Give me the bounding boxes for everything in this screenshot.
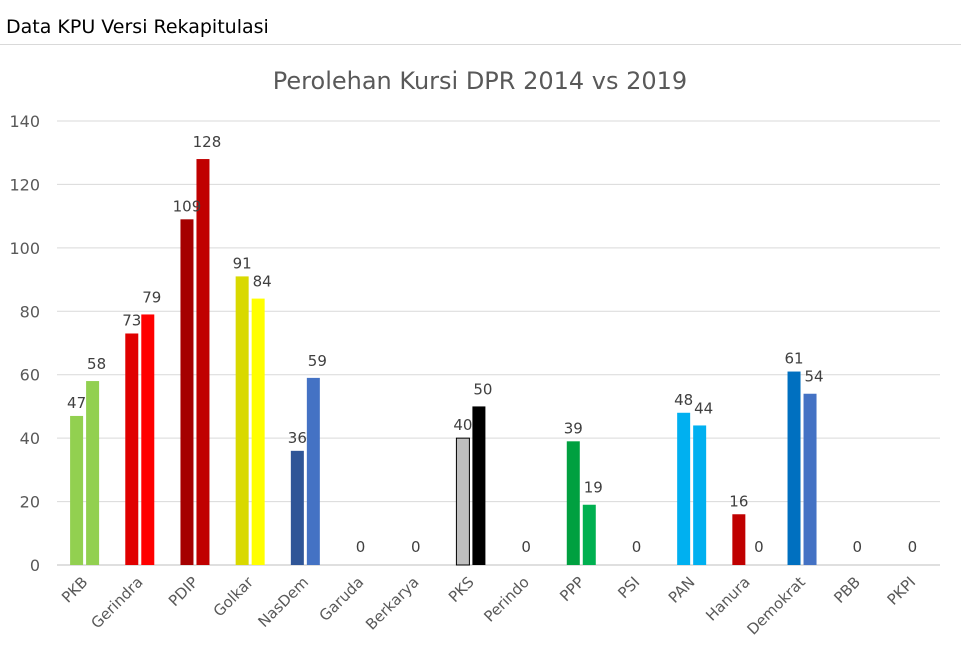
x-tick-label: Gerindra — [88, 573, 147, 632]
x-tick-label: PPP — [556, 573, 588, 605]
data-label-2019-demokrat: 54 — [804, 368, 823, 386]
y-tick-label: 100 — [9, 239, 40, 258]
chart-title: Perolehan Kursi DPR 2014 vs 2019 — [273, 67, 687, 95]
bar-2019-gerindra — [141, 314, 155, 565]
data-label-2014-gerindra: 73 — [122, 311, 141, 329]
bar-2019-ppp — [582, 504, 596, 565]
y-tick-label: 80 — [20, 302, 40, 321]
data-label-2019-pkpi: 0 — [908, 538, 918, 556]
x-tick-label: Garuda — [316, 573, 368, 625]
bar-2014-pan — [677, 412, 691, 565]
data-label-2019-nasdem: 59 — [308, 352, 327, 370]
y-tick-label: 120 — [9, 175, 40, 194]
x-tick-label: PSI — [614, 573, 643, 602]
bar-2014-demokrat — [787, 371, 801, 565]
data-label-2019-psi: 0 — [632, 538, 642, 556]
bar-2014-golkar — [235, 276, 249, 565]
bar-2019-pdip — [196, 159, 210, 566]
y-tick-label: 60 — [20, 366, 40, 385]
x-tick-label: PKS — [445, 573, 478, 606]
data-label-2014-ppp: 39 — [564, 419, 583, 437]
data-label-2014-pan: 48 — [674, 391, 693, 409]
y-tick-label: 20 — [20, 493, 40, 512]
bar-2019-demokrat — [803, 393, 817, 565]
bar-2014-pdip — [180, 219, 194, 566]
data-label-2014-golkar: 91 — [233, 254, 252, 272]
bar-chart: Perolehan Kursi DPR 2014 vs 2019 0 20 40 60… — [9, 67, 940, 639]
x-tick-label: PAN — [665, 573, 699, 607]
x-tick-label: PKPI — [884, 573, 920, 609]
data-label-2014-pks: 40 — [453, 416, 472, 434]
sheet-header: Data KPU Versi Rekapitulasi — [0, 0, 961, 45]
data-label-2019-berkarya: 0 — [411, 538, 421, 556]
data-label-2019-hanura: 0 — [754, 538, 764, 556]
bar-2019-pkb — [86, 381, 100, 565]
y-axis-ticks: 0 20 40 60 80 100 120 140 — [9, 112, 40, 575]
bar-2019-nasdem — [306, 377, 320, 565]
data-label-2014-hanura: 16 — [729, 492, 748, 510]
bar-2014-ppp — [566, 441, 580, 565]
y-tick-label: 40 — [20, 429, 40, 448]
bar-2014-hanura — [732, 514, 746, 565]
x-tick-label: Demokrat — [743, 573, 808, 638]
data-label-2019-pks: 50 — [473, 380, 492, 398]
bar-2019-golkar — [251, 298, 265, 565]
x-tick-label: PDIP — [165, 573, 202, 610]
x-tick-label: PKB — [58, 573, 91, 606]
bar-2019-pks — [472, 406, 486, 565]
y-tick-label: 140 — [9, 112, 40, 131]
data-label-2019-ppp: 19 — [584, 479, 603, 497]
data-label-2014-pkb: 47 — [67, 394, 86, 412]
sheet-title: Data KPU Versi Rekapitulasi — [6, 16, 269, 38]
data-label-2019-pbb: 0 — [852, 538, 862, 556]
data-label-2014-pdip: 109 — [173, 197, 202, 215]
bar-2019-pan — [693, 425, 707, 565]
data-label-2019-pan: 44 — [694, 399, 713, 417]
data-label-2019-golkar: 84 — [253, 273, 272, 291]
data-label-2019-pkb: 58 — [87, 355, 106, 373]
x-tick-label: Golkar — [210, 573, 258, 621]
bars — [70, 159, 817, 566]
x-tick-label: Hanura — [702, 573, 754, 625]
y-tick-label: 0 — [30, 556, 40, 575]
x-tick-label: Perindo — [480, 573, 533, 626]
x-tick-label: NasDem — [254, 573, 312, 631]
bar-2014-pks — [455, 437, 470, 566]
x-tick-label: Berkarya — [362, 573, 422, 633]
bar-2014-pkb — [70, 415, 84, 565]
data-label-2019-perindo: 0 — [521, 538, 531, 556]
data-label-2019-pdip: 128 — [193, 133, 222, 151]
data-label-2019-gerindra: 79 — [142, 288, 161, 306]
x-tick-label: PBB — [830, 573, 864, 607]
data-label-2014-nasdem: 36 — [288, 429, 307, 447]
data-label-2019-garuda: 0 — [356, 538, 366, 556]
chart-container: Perolehan Kursi DPR 2014 vs 2019 0 20 40 60… — [0, 45, 961, 659]
bar-2014-nasdem — [290, 450, 304, 565]
data-label-2014-demokrat: 61 — [784, 350, 803, 368]
bar-2014-gerindra — [125, 333, 139, 565]
